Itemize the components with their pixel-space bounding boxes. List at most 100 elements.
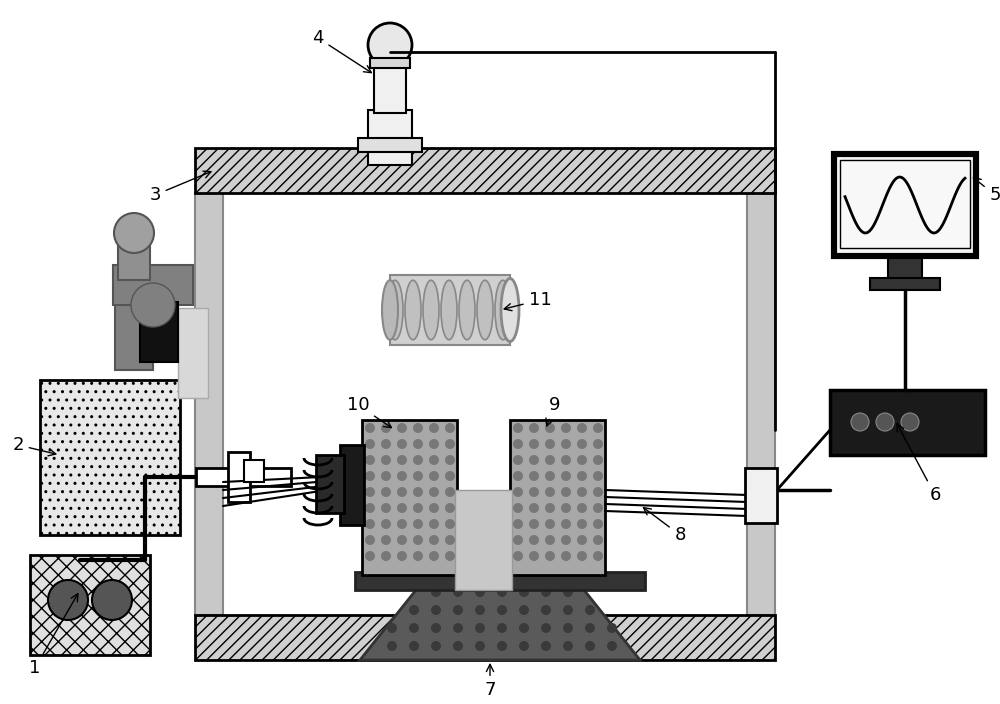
Circle shape — [545, 519, 555, 529]
Circle shape — [397, 423, 407, 433]
Circle shape — [529, 439, 539, 449]
Bar — [115, 270, 153, 370]
Circle shape — [541, 605, 551, 615]
Bar — [140, 302, 178, 362]
Circle shape — [563, 587, 573, 597]
Text: 3: 3 — [149, 171, 211, 204]
Circle shape — [545, 535, 555, 545]
Circle shape — [453, 641, 463, 651]
Circle shape — [563, 623, 573, 633]
Circle shape — [876, 413, 894, 431]
Circle shape — [431, 641, 441, 651]
Bar — [840, 160, 970, 248]
Circle shape — [429, 423, 439, 433]
Circle shape — [545, 487, 555, 497]
Circle shape — [397, 455, 407, 465]
Text: 5: 5 — [973, 177, 1000, 204]
Ellipse shape — [382, 280, 398, 340]
Circle shape — [365, 471, 375, 481]
Circle shape — [561, 487, 571, 497]
Circle shape — [593, 551, 603, 561]
Text: 1: 1 — [29, 593, 78, 677]
Circle shape — [429, 503, 439, 513]
Circle shape — [368, 23, 412, 67]
Circle shape — [445, 455, 455, 465]
Circle shape — [397, 535, 407, 545]
Circle shape — [577, 455, 587, 465]
Circle shape — [513, 535, 523, 545]
Circle shape — [381, 535, 391, 545]
Circle shape — [413, 487, 423, 497]
Circle shape — [519, 605, 529, 615]
Circle shape — [365, 535, 375, 545]
Circle shape — [409, 623, 419, 633]
Circle shape — [607, 641, 617, 651]
Circle shape — [585, 641, 595, 651]
Circle shape — [519, 623, 529, 633]
Circle shape — [561, 471, 571, 481]
Circle shape — [545, 503, 555, 513]
Circle shape — [593, 487, 603, 497]
Circle shape — [577, 487, 587, 497]
Text: 2: 2 — [12, 436, 56, 455]
Circle shape — [365, 423, 375, 433]
Circle shape — [429, 551, 439, 561]
Circle shape — [561, 439, 571, 449]
Circle shape — [529, 487, 539, 497]
Circle shape — [445, 535, 455, 545]
Circle shape — [545, 551, 555, 561]
Circle shape — [413, 519, 423, 529]
Circle shape — [445, 503, 455, 513]
Ellipse shape — [501, 279, 519, 341]
Circle shape — [545, 423, 555, 433]
Circle shape — [381, 423, 391, 433]
Bar — [244, 460, 264, 482]
Circle shape — [413, 455, 423, 465]
Circle shape — [519, 641, 529, 651]
Circle shape — [445, 471, 455, 481]
Circle shape — [431, 605, 441, 615]
Circle shape — [397, 503, 407, 513]
Text: 7: 7 — [484, 665, 496, 699]
Bar — [870, 278, 940, 290]
Circle shape — [445, 551, 455, 561]
Ellipse shape — [423, 280, 439, 340]
Bar — [316, 455, 344, 513]
Circle shape — [593, 455, 603, 465]
Circle shape — [593, 423, 603, 433]
Circle shape — [529, 471, 539, 481]
Circle shape — [445, 439, 455, 449]
Circle shape — [577, 519, 587, 529]
Circle shape — [397, 519, 407, 529]
Circle shape — [513, 455, 523, 465]
Circle shape — [607, 623, 617, 633]
Circle shape — [429, 487, 439, 497]
Circle shape — [475, 587, 485, 597]
Circle shape — [563, 605, 573, 615]
Circle shape — [497, 587, 507, 597]
Bar — [178, 308, 208, 398]
Circle shape — [541, 641, 551, 651]
Circle shape — [545, 455, 555, 465]
Bar — [833, 153, 977, 257]
Text: 8: 8 — [643, 508, 686, 544]
Circle shape — [413, 423, 423, 433]
Circle shape — [577, 439, 587, 449]
Circle shape — [563, 641, 573, 651]
Circle shape — [387, 623, 397, 633]
Circle shape — [513, 439, 523, 449]
Circle shape — [545, 471, 555, 481]
Circle shape — [387, 641, 397, 651]
Ellipse shape — [441, 280, 457, 340]
Ellipse shape — [477, 280, 493, 340]
Circle shape — [92, 580, 132, 620]
Bar — [830, 390, 985, 455]
Circle shape — [475, 605, 485, 615]
Circle shape — [429, 439, 439, 449]
Circle shape — [513, 503, 523, 513]
Circle shape — [561, 519, 571, 529]
Circle shape — [561, 551, 571, 561]
Circle shape — [365, 455, 375, 465]
Circle shape — [513, 487, 523, 497]
Bar — [40, 380, 180, 535]
